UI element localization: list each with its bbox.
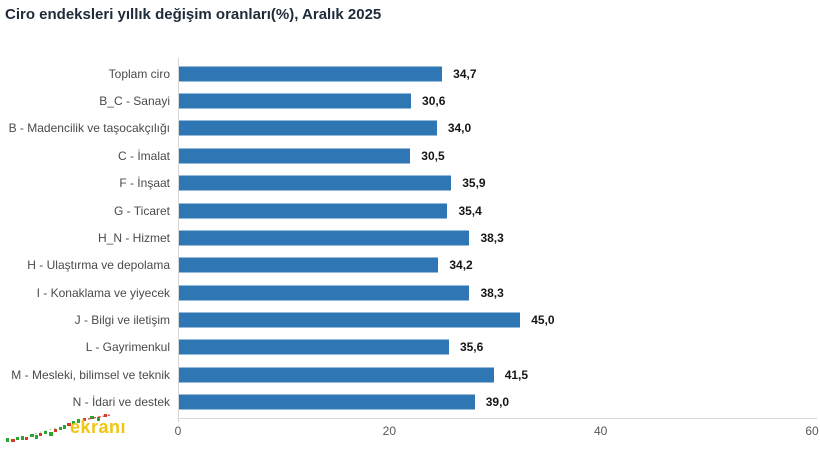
plot-cell: 41,5 [179,361,820,388]
x-tick-label: 0 [174,424,182,438]
bar [179,285,470,301]
value-label: 38,3 [480,285,504,300]
bar-row: H - Ulaştırma ve depolama 34,2 [0,252,820,279]
value-label: 34,0 [447,121,472,136]
bar-row: G - Ticaret 35,4 [0,197,820,224]
bar [179,175,452,191]
category-label: Toplam ciro [108,66,170,81]
x-tick-label: 20 [382,424,397,438]
watermark-text: ekranı [70,417,127,437]
value-label: 41,5 [504,367,529,382]
value-label: 35,9 [462,176,486,191]
category-label: M - Mesleki, bilimsel ve teknik [11,367,170,382]
x-axis-line [178,418,817,419]
bar [179,230,470,246]
x-tick-label: 40 [593,424,608,438]
bar-chart: Toplam ciro 34,7 B_C - Sanayi 30,6 B - Maden… [0,58,820,442]
bar [179,257,439,273]
bar [179,148,411,164]
bar-row: Toplam ciro 34,7 [0,60,820,87]
value-label: 35,6 [459,340,484,355]
value-label: 39,0 [485,395,510,410]
plot-cell: 34,7 [179,60,820,87]
bar-row: B_C - Sanayi 30,6 [0,87,820,114]
category-label: H_N - Hizmet [97,230,170,245]
plot-cell: 45,0 [179,306,820,333]
candlestick-trail-icon [6,414,111,442]
category-label: N - İdari ve destek [72,395,170,410]
bar-row: M - Mesleki, bilimsel ve teknik 41,5 [0,361,820,388]
bar-row: N - İdari ve destek 39,0 [0,389,820,416]
plot-cell: 30,6 [179,87,820,114]
value-label: 45,0 [531,313,555,328]
category-label: C - İmalat [117,148,170,163]
x-axis-ticks: 0 20 40 60 [174,424,819,440]
plot-cell: 30,5 [179,142,820,169]
value-label: 34,7 [453,66,477,81]
bar-row: B - Madencilik ve taşocakçılığı 34,0 [0,115,820,142]
value-label: 30,5 [421,148,445,163]
value-label: 38,3 [480,230,504,245]
plot-cell: 39,0 [179,389,820,416]
bar [179,312,521,328]
bar [179,367,494,383]
plot-cell: 34,2 [179,252,820,279]
y-axis-line [178,58,179,422]
category-label: G - Ticaret [113,203,170,218]
category-label: L - Gayrimenkul [85,340,170,355]
bar-row: I - Konaklama ve yiyecek 38,3 [0,279,820,306]
bar [179,394,475,410]
plot-cell: 34,0 [179,115,820,142]
plot-cell: 38,3 [179,279,820,306]
bar-row: L - Gayrimenkul 35,6 [0,334,820,361]
bar-row: H_N - Hizmet 38,3 [0,224,820,251]
category-label: F - İnşaat [119,176,170,191]
watermark-logo: ekranı [0,410,150,450]
bar [179,203,448,219]
value-label: 30,6 [422,94,446,109]
category-label: B_C - Sanayi [99,94,170,109]
category-label: I - Konaklama ve yiyecek [36,285,170,300]
bar [179,93,412,109]
category-label: H - Ulaştırma ve depolama [27,258,170,273]
plot-cell: 38,3 [179,224,820,251]
bar [179,66,443,82]
value-label: 34,2 [449,258,473,273]
plot-cell: 35,6 [179,334,820,361]
bar [179,120,437,136]
category-label: B - Madencilik ve taşocakçılığı [8,121,170,136]
bar-rows: Toplam ciro 34,7 B_C - Sanayi 30,6 B - Maden… [0,60,820,416]
bar-row: F - İnşaat 35,9 [0,170,820,197]
bar-row: C - İmalat 30,5 [0,142,820,169]
bar [179,339,449,355]
x-tick-label: 60 [805,424,819,438]
value-label: 35,4 [458,203,482,218]
bar-row: J - Bilgi ve iletişim 45,0 [0,306,820,333]
chart-title: Ciro endeksleri yıllık değişim oranları(… [5,6,382,23]
plot-cell: 35,9 [179,170,820,197]
category-label: J - Bilgi ve iletişim [74,313,170,328]
plot-cell: 35,4 [179,197,820,224]
